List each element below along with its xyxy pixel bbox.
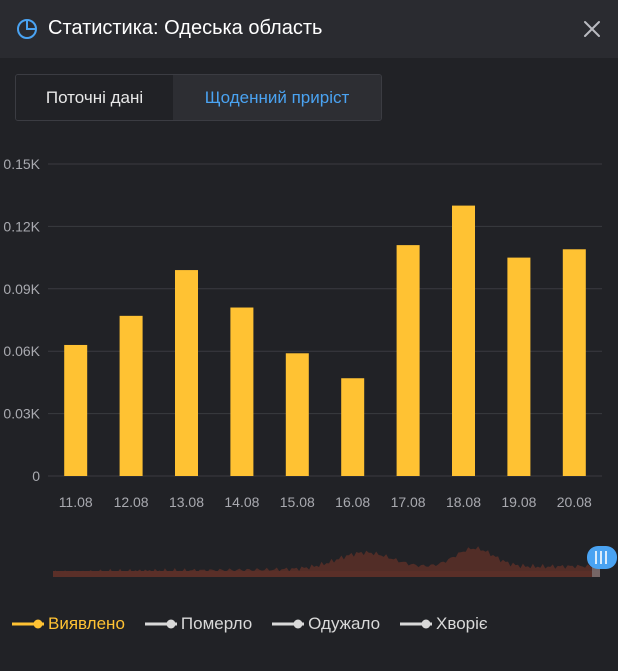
x-tick-label: 20.08: [557, 494, 592, 510]
y-tick-label: 0.12K: [3, 218, 40, 234]
legend-label: Виявлено: [48, 614, 125, 633]
legend-item-recovered[interactable]: Одужало: [272, 614, 380, 634]
tab-current-data[interactable]: Поточні дані: [16, 75, 173, 120]
legend-item-sick[interactable]: Хворіє: [400, 614, 488, 634]
y-tick-label: 0.03K: [3, 406, 40, 422]
bar: [341, 378, 365, 476]
x-tick-label: 16.08: [335, 494, 370, 510]
x-tick-label: 12.08: [114, 494, 149, 510]
navigator-handle[interactable]: [587, 546, 617, 569]
legend-line-marker-icon: [12, 619, 44, 629]
x-tick-label: 11.08: [59, 494, 93, 510]
x-tick-label: 14.08: [224, 494, 259, 510]
bar: [452, 205, 475, 476]
mode-tabs: Поточні дані Щоденний приріст: [15, 74, 382, 121]
x-tick-label: 15.08: [280, 494, 315, 510]
dialog-header: Статистика: Одеська область: [0, 0, 618, 58]
legend-item-detected[interactable]: Виявлено: [12, 614, 125, 634]
y-tick-label: 0.09K: [3, 281, 40, 297]
tab-daily-growth[interactable]: Щоденний приріст: [173, 75, 381, 120]
bar-chart: 0 0.03K 0.06K 0.09K 0.12K 0.15K 11.08 12.08 13.0…: [3, 156, 617, 577]
pie-chart-icon: [17, 19, 37, 39]
x-tick-label: 13.08: [169, 494, 204, 510]
y-tick-label: 0.15K: [3, 156, 40, 172]
x-tick-label: 17.08: [391, 494, 426, 510]
chart-legend: Виявлено Померло Одужало Хворіє: [12, 612, 508, 636]
bar: [285, 353, 309, 476]
bar: [507, 257, 531, 476]
bar: [396, 245, 420, 476]
legend-label: Одужало: [308, 614, 381, 633]
legend-line-marker-icon: [144, 619, 177, 629]
close-icon[interactable]: [582, 19, 602, 39]
navigator-overview: [53, 546, 600, 577]
legend-line-marker-icon: [400, 619, 433, 629]
legend-label: Померло: [180, 614, 253, 633]
bar: [175, 270, 198, 476]
bar: [119, 315, 143, 476]
legend-line-marker-icon: [272, 619, 305, 629]
y-tick-label: 0.06K: [3, 343, 40, 359]
bar: [562, 249, 586, 476]
navigator-handle-body[interactable]: [587, 546, 617, 569]
x-tick-label: 18.08: [446, 494, 481, 510]
y-tick-label: 0: [32, 468, 40, 484]
bar: [64, 344, 88, 476]
x-tick-label: 19.08: [501, 494, 536, 510]
dialog-title: Статистика: Одеська область: [48, 17, 323, 39]
legend-item-died[interactable]: Померло: [144, 614, 253, 634]
legend-label: Хворіє: [436, 614, 488, 633]
bar: [230, 307, 254, 476]
